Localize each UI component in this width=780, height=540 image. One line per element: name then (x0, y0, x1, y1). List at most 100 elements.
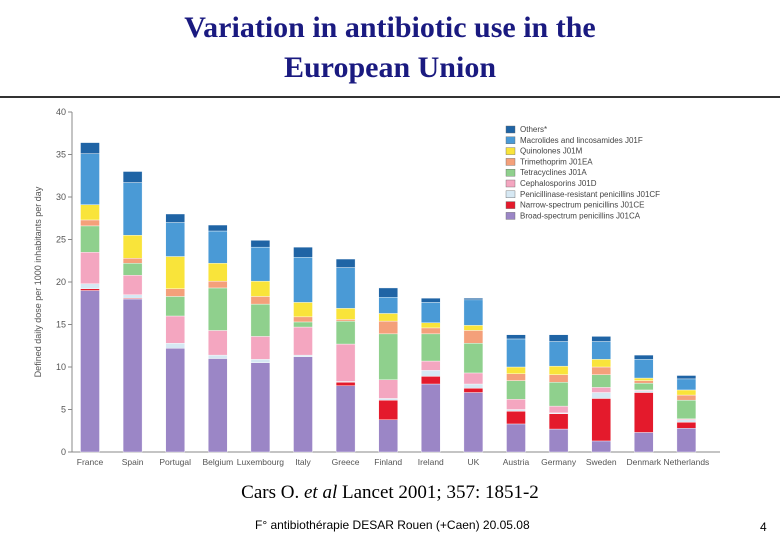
bar-segment (378, 399, 398, 420)
bar-segment (676, 428, 697, 453)
footer-text: F° antibiothérapie DESAR Rouen (+Caen) 2… (255, 518, 530, 532)
bar-segment (548, 334, 569, 342)
bar-segment (421, 370, 441, 377)
bar-segment (506, 366, 526, 374)
bar-segment (165, 315, 185, 344)
bar-segment (463, 330, 484, 344)
bar-segment (165, 256, 185, 289)
y-tick-label: 30 (56, 192, 66, 202)
bar-segment (676, 375, 697, 380)
x-tick-label: Austria (503, 457, 530, 467)
bar-segment (506, 423, 526, 453)
bar-segment (335, 343, 356, 382)
bar-segment (293, 321, 313, 328)
bar-segment (463, 388, 484, 393)
x-tick-label: Portugal (159, 457, 191, 467)
bar-segment (463, 297, 484, 301)
bar-segment (506, 409, 526, 412)
bar-segment (506, 411, 526, 425)
bar-segment (250, 296, 271, 305)
page-number: 4 (760, 520, 767, 534)
bar-segment (591, 359, 611, 368)
x-tick-label: Germany (541, 457, 577, 467)
bar-segment (378, 398, 398, 401)
bar-segment (591, 392, 611, 399)
legend-label: Tetracyclines J01A (520, 168, 587, 177)
bar-segment (80, 204, 100, 221)
legend-swatch (505, 168, 516, 177)
bar-segment (335, 382, 356, 386)
bar-segment (463, 392, 484, 453)
y-tick-label: 35 (56, 150, 66, 160)
bar-segment (80, 153, 100, 205)
citation-authors: Cars O. (241, 482, 304, 503)
bar-segment (335, 267, 356, 309)
bar-segment (165, 288, 185, 297)
bar-segment (463, 325, 484, 331)
bar-segment (591, 374, 611, 388)
legend-swatch (505, 136, 516, 144)
bar-segment (378, 419, 398, 453)
x-tick-label: UK (467, 457, 479, 467)
x-tick-label: Belgium (202, 457, 233, 467)
bar-segment (122, 263, 143, 276)
legend-swatch (505, 201, 516, 209)
bar-segment (548, 382, 569, 407)
x-tick-label: Finland (374, 457, 402, 467)
bar-segment (591, 398, 611, 442)
bar-segment (548, 365, 569, 375)
x-tick-label: France (77, 457, 104, 467)
bar-segment (208, 354, 228, 359)
bar-segment (122, 171, 143, 183)
bar-segment (506, 373, 526, 381)
bar-segment (80, 288, 100, 291)
x-tick-label: Luxembourg (237, 457, 285, 467)
bar-segment (208, 287, 228, 331)
bar-segment (548, 341, 569, 367)
bar-segment (634, 390, 654, 393)
bar-segment (421, 333, 441, 362)
bar-segment (421, 302, 441, 323)
bar-segment (165, 222, 185, 257)
bar-segment (335, 308, 356, 320)
legend-swatch (505, 190, 516, 199)
bar-segment (80, 290, 100, 453)
bar-segment (634, 380, 654, 384)
legend-label: Penicillinase-resistant penicillins J01C… (520, 190, 660, 199)
bar-segment (208, 263, 228, 282)
bar-segment (165, 296, 185, 317)
bar-segment (676, 378, 697, 391)
bar-segment (122, 294, 143, 299)
bar-segment (548, 428, 569, 453)
title-line-1: Variation in antibiotic use in the (184, 11, 596, 44)
bar-segment (506, 334, 526, 340)
bar-segment (634, 382, 654, 391)
bar-segment (208, 230, 228, 264)
y-tick-label: 0 (61, 447, 66, 457)
bar-segment (591, 341, 611, 360)
x-tick-label: Greece (332, 457, 360, 467)
bar-segment (463, 299, 484, 326)
bar-segment (122, 182, 143, 236)
bar-segment (421, 376, 441, 385)
bar-segment (80, 252, 100, 284)
bar-segment (378, 379, 398, 399)
bar-segment (335, 320, 356, 345)
bar-segment (80, 225, 100, 253)
bar-segment (208, 280, 228, 289)
bar-segment (293, 257, 313, 303)
bar-segment (165, 213, 185, 223)
bar-segment (463, 372, 484, 385)
legend-label: Cephalosporins J01D (520, 179, 597, 188)
bar-segment (463, 383, 484, 389)
bar-segment (548, 413, 569, 430)
bar-segment (591, 336, 611, 342)
title-line-2: European Union (283, 51, 497, 84)
bar-segment (293, 354, 313, 358)
y-axis-label: Defined daily dose per 1000 inhabitants … (33, 186, 43, 377)
bar-segment (165, 342, 185, 349)
bar-segment (378, 333, 398, 380)
bar-segment (463, 342, 484, 374)
bar-segment (80, 283, 100, 289)
bar-segment (591, 387, 611, 393)
